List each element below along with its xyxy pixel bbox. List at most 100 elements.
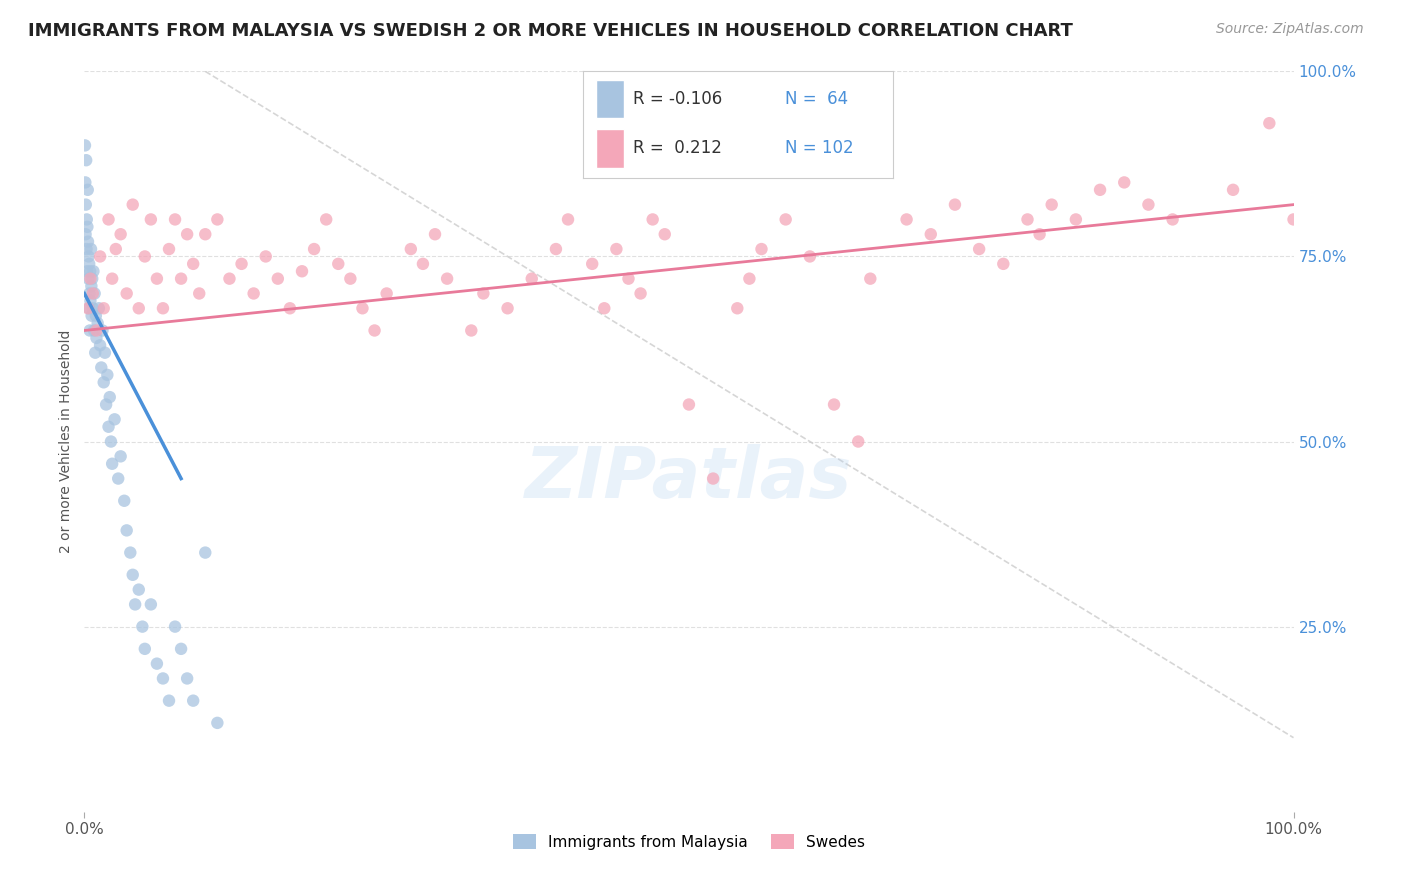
- Point: [76, 183, 98, 197]
- Point: [1028, 227, 1050, 242]
- Text: Source: ZipAtlas.com: Source: ZipAtlas.com: [1216, 22, 1364, 37]
- Point: [1258, 116, 1281, 130]
- Point: [139, 598, 162, 612]
- Bar: [596, 129, 624, 168]
- Point: [77, 235, 100, 249]
- Point: [194, 546, 217, 560]
- Point: [89, 250, 111, 264]
- Point: [112, 493, 135, 508]
- Point: [725, 301, 748, 316]
- Point: [80, 242, 103, 256]
- Point: [328, 257, 350, 271]
- Bar: [596, 80, 624, 119]
- Point: [82, 301, 104, 316]
- Point: [131, 619, 153, 633]
- Point: [76, 212, 98, 227]
- Point: [520, 271, 543, 285]
- Point: [176, 672, 198, 686]
- Point: [1161, 212, 1184, 227]
- Point: [79, 324, 101, 338]
- Text: IMMIGRANTS FROM MALAYSIA VS SWEDISH 2 OR MORE VEHICLES IN HOUSEHOLD CORRELATION : IMMIGRANTS FROM MALAYSIA VS SWEDISH 2 OR…: [28, 22, 1073, 40]
- Point: [291, 264, 314, 278]
- Point: [104, 242, 127, 256]
- Point: [75, 197, 97, 211]
- Point: [617, 271, 640, 285]
- Point: [94, 345, 117, 359]
- Point: [165, 212, 187, 227]
- Point: [423, 227, 446, 242]
- Point: [87, 301, 110, 316]
- Point: [993, 257, 1015, 271]
- Point: [146, 657, 169, 671]
- Point: [339, 271, 361, 285]
- Point: [128, 582, 150, 597]
- Point: [170, 271, 193, 285]
- Point: [79, 271, 101, 285]
- Point: [93, 301, 115, 316]
- Point: [86, 316, 108, 330]
- Point: [846, 434, 869, 449]
- Point: [82, 286, 104, 301]
- Point: [110, 227, 132, 242]
- Point: [678, 398, 700, 412]
- Point: [1017, 212, 1039, 227]
- Point: [363, 324, 385, 338]
- Point: [412, 257, 434, 271]
- Point: [152, 672, 174, 686]
- Point: [654, 227, 676, 242]
- Point: [738, 271, 761, 285]
- Point: [581, 257, 603, 271]
- Point: [139, 212, 162, 227]
- Point: [557, 212, 579, 227]
- Point: [1137, 197, 1160, 211]
- Point: [702, 472, 724, 486]
- Point: [436, 271, 458, 285]
- Point: [104, 412, 127, 426]
- Point: [188, 286, 211, 301]
- Point: [121, 197, 143, 211]
- Point: [77, 250, 100, 264]
- Point: [73, 138, 96, 153]
- Point: [120, 546, 142, 560]
- Point: [176, 227, 198, 242]
- Point: [315, 212, 337, 227]
- Point: [496, 301, 519, 316]
- Point: [76, 242, 98, 256]
- Point: [242, 286, 264, 301]
- Point: [207, 715, 229, 730]
- Point: [1282, 212, 1305, 227]
- Point: [605, 242, 627, 256]
- Point: [75, 153, 97, 168]
- Text: N =  64: N = 64: [785, 90, 848, 108]
- Point: [181, 694, 204, 708]
- Point: [100, 434, 122, 449]
- Point: [84, 309, 107, 323]
- Point: [115, 286, 138, 301]
- Point: [79, 264, 101, 278]
- Point: [94, 398, 117, 412]
- Point: [399, 242, 422, 256]
- Point: [76, 264, 98, 278]
- Point: [751, 242, 773, 256]
- Point: [460, 324, 482, 338]
- Point: [77, 301, 100, 316]
- Point: [75, 227, 97, 242]
- Point: [86, 324, 108, 338]
- Point: [152, 301, 174, 316]
- Point: [375, 286, 398, 301]
- Point: [83, 324, 105, 338]
- Point: [896, 212, 918, 227]
- Point: [278, 301, 301, 316]
- Point: [146, 271, 169, 285]
- Text: N = 102: N = 102: [785, 139, 853, 157]
- Text: R = -0.106: R = -0.106: [633, 90, 723, 108]
- Text: ZIPatlas: ZIPatlas: [526, 444, 852, 513]
- Point: [302, 242, 325, 256]
- Point: [77, 257, 100, 271]
- Point: [823, 398, 845, 412]
- Point: [90, 360, 112, 375]
- Point: [107, 472, 129, 486]
- Point: [630, 286, 652, 301]
- Point: [77, 301, 100, 316]
- Point: [165, 619, 187, 633]
